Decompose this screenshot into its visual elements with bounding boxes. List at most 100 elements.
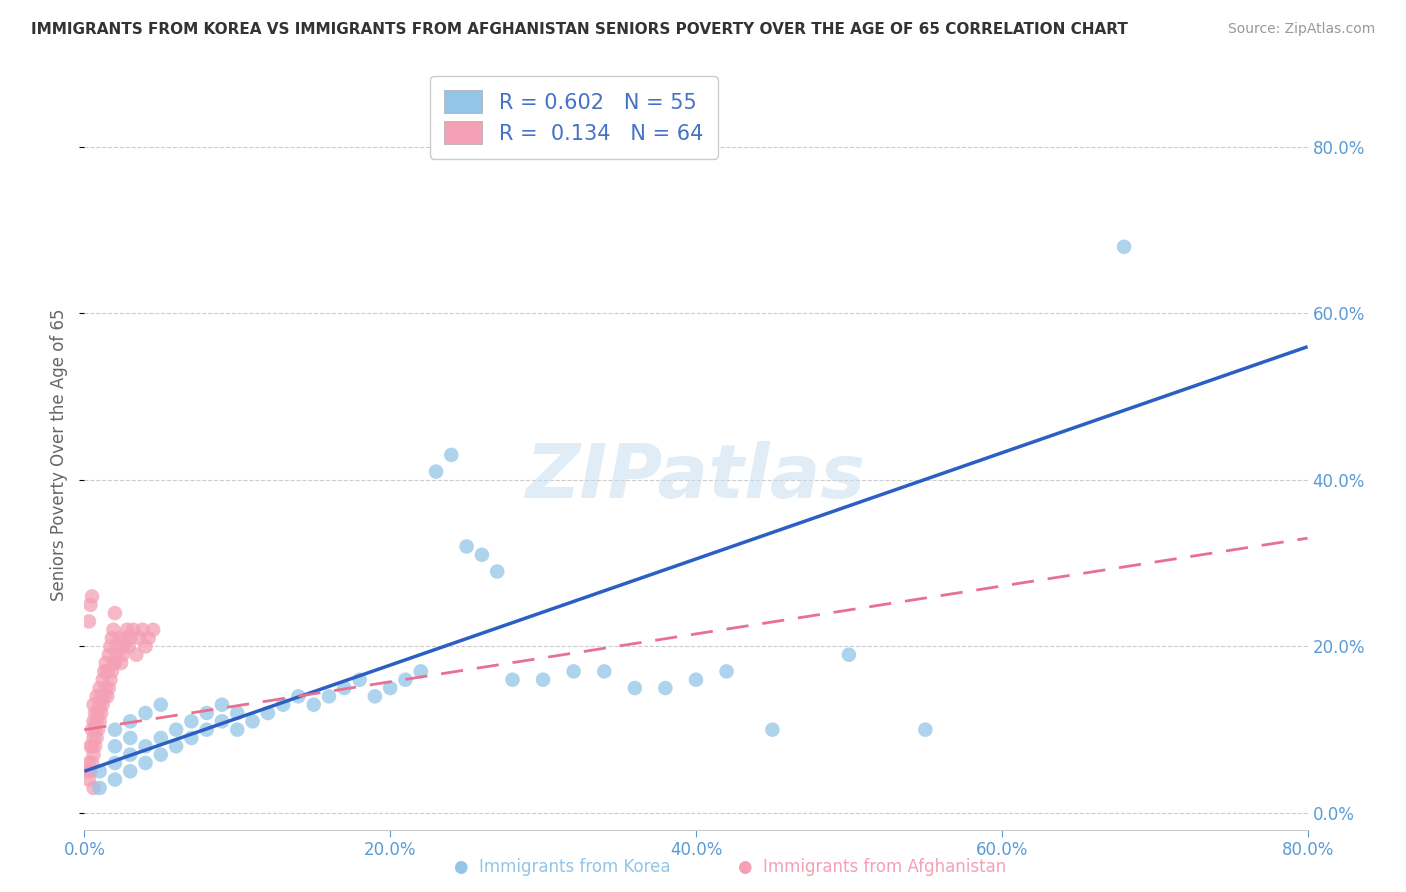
Point <box>97 681 120 695</box>
Point <box>425 465 447 479</box>
Point <box>149 731 172 745</box>
Point <box>409 665 432 679</box>
Point <box>86 714 108 729</box>
Point <box>83 780 105 795</box>
Point <box>84 723 107 737</box>
Point <box>131 623 153 637</box>
Point <box>89 698 111 712</box>
Point <box>76 764 98 779</box>
Point <box>86 690 108 704</box>
Point <box>349 673 371 687</box>
Point <box>440 448 463 462</box>
Point <box>94 656 117 670</box>
Point <box>242 714 264 729</box>
Point <box>111 648 134 662</box>
Point <box>87 723 110 737</box>
Point <box>149 747 172 762</box>
Point <box>195 706 218 720</box>
Point <box>180 731 202 745</box>
Point <box>80 723 103 737</box>
Point <box>101 631 124 645</box>
Point <box>84 739 107 754</box>
Point <box>226 706 249 720</box>
Point <box>89 714 111 729</box>
Point <box>79 739 101 754</box>
Point <box>685 673 707 687</box>
Point <box>914 723 936 737</box>
Point <box>211 698 233 712</box>
Point <box>115 623 138 637</box>
Point <box>103 656 125 670</box>
Point <box>91 673 114 687</box>
Text: Source: ZipAtlas.com: Source: ZipAtlas.com <box>1227 22 1375 37</box>
Point <box>101 665 124 679</box>
Point <box>108 631 131 645</box>
Point <box>93 665 115 679</box>
Point <box>80 756 103 770</box>
Point <box>486 565 509 579</box>
Point <box>77 772 100 787</box>
Point <box>90 706 112 720</box>
Text: ZIPatlas: ZIPatlas <box>526 441 866 514</box>
Point <box>364 690 387 704</box>
Point <box>96 665 118 679</box>
Point <box>135 706 157 720</box>
Point <box>91 698 114 712</box>
Point <box>103 623 125 637</box>
Point <box>120 747 142 762</box>
Point <box>318 690 340 704</box>
Point <box>87 706 110 720</box>
Point <box>138 631 160 645</box>
Point <box>96 690 118 704</box>
Point <box>80 739 103 754</box>
Point <box>333 681 356 695</box>
Text: IMMIGRANTS FROM KOREA VS IMMIGRANTS FROM AFGHANISTAN SENIORS POVERTY OVER THE AG: IMMIGRANTS FROM KOREA VS IMMIGRANTS FROM… <box>31 22 1128 37</box>
Point <box>77 756 100 770</box>
Point <box>838 648 860 662</box>
Point <box>593 665 616 679</box>
Point <box>107 640 129 654</box>
Point <box>761 723 783 737</box>
Point <box>654 681 676 695</box>
Point <box>287 690 309 704</box>
Point <box>226 723 249 737</box>
Point <box>97 648 120 662</box>
Point <box>120 731 142 745</box>
Point <box>112 640 135 654</box>
Point <box>77 615 100 629</box>
Legend: R = 0.602   N = 55, R =  0.134   N = 64: R = 0.602 N = 55, R = 0.134 N = 64 <box>430 76 717 159</box>
Point <box>90 690 112 704</box>
Text: ●  Immigrants from Korea: ● Immigrants from Korea <box>454 858 671 876</box>
Point <box>456 540 478 554</box>
Point <box>86 731 108 745</box>
Point <box>104 656 127 670</box>
Point <box>1114 240 1136 254</box>
Point <box>104 606 127 620</box>
Point <box>83 698 105 712</box>
Y-axis label: Seniors Poverty Over the Age of 65: Seniors Poverty Over the Age of 65 <box>51 309 69 601</box>
Point <box>118 640 141 654</box>
Point <box>165 723 187 737</box>
Point <box>135 640 157 654</box>
Point <box>98 640 121 654</box>
Point <box>104 739 127 754</box>
Point <box>471 548 494 562</box>
Point <box>104 772 127 787</box>
Point <box>180 714 202 729</box>
Point <box>165 739 187 754</box>
Point <box>142 623 165 637</box>
Point <box>104 723 127 737</box>
Point <box>211 714 233 729</box>
Point <box>89 681 111 695</box>
Point <box>120 631 142 645</box>
Point <box>114 631 136 645</box>
Point <box>135 756 157 770</box>
Text: ●  Immigrants from Afghanistan: ● Immigrants from Afghanistan <box>738 858 1005 876</box>
Point <box>84 706 107 720</box>
Point <box>257 706 280 720</box>
Point <box>120 764 142 779</box>
Point <box>624 681 647 695</box>
Point <box>125 648 148 662</box>
Point <box>122 623 145 637</box>
Point <box>94 681 117 695</box>
